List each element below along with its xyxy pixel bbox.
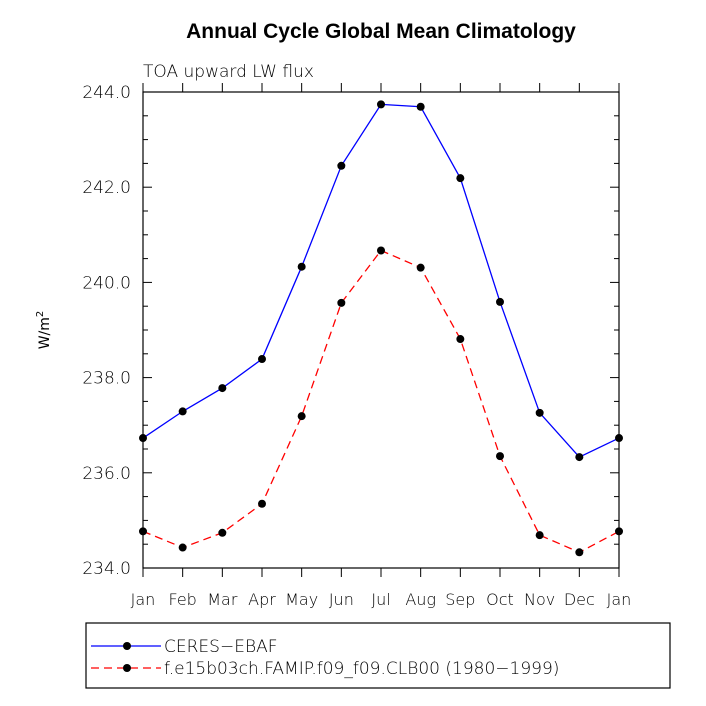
x-tick-label: Jan	[131, 590, 156, 609]
x-tick-label: Aug	[405, 590, 436, 609]
series-2-point	[535, 531, 544, 540]
series-1-point	[297, 262, 306, 271]
x-tick-label: Jul	[371, 590, 390, 609]
series-1-point	[496, 297, 504, 306]
series-2-point	[377, 246, 385, 255]
legend-box	[85, 622, 671, 689]
legend-label-2: f.e15b03ch.FAMIP.f09_f09.CLB00 (1980−199…	[164, 659, 559, 679]
x-tick-label: Dec	[564, 590, 595, 609]
series-2-point	[178, 543, 187, 552]
legend-marker-1	[123, 642, 131, 650]
legend-label-1: CERES−EBAF	[164, 637, 277, 657]
x-tick-label: Sep	[445, 590, 475, 609]
series-1-point	[218, 384, 227, 393]
series-2-point	[615, 527, 623, 536]
chart-subtitle: TOA upward LW flux	[143, 62, 314, 82]
legend: CERES−EBAFf.e15b03ch.FAMIP.f09_f09.CLB00…	[91, 637, 559, 679]
series-1-point	[535, 408, 544, 417]
plot-frame	[142, 91, 620, 569]
series-2-point	[218, 528, 227, 537]
y-axis-label: W/m2	[35, 311, 53, 350]
y-axis: 234.0 236.0 238.0 240.0 242.0 244.0	[82, 83, 619, 579]
series-line-2	[142, 249, 620, 554]
series-1-point	[456, 174, 465, 183]
series-1-point	[575, 453, 584, 462]
series-layer	[139, 100, 623, 557]
series-1-point	[139, 434, 147, 443]
y-tick-label: 244.0	[82, 83, 131, 103]
y-tick-label: 240.0	[82, 273, 131, 293]
y-tick-label: 238.0	[82, 369, 131, 389]
series-1-point	[416, 102, 425, 111]
x-tick-label: Feb	[169, 590, 197, 609]
series-1-point	[377, 100, 385, 109]
legend-marker-2	[123, 664, 131, 672]
x-tick-label: Nov	[524, 590, 555, 609]
x-tick-label: Oct	[486, 590, 514, 609]
series-1-point	[615, 434, 623, 443]
x-tick-label: Apr	[248, 590, 276, 609]
series-2-point	[496, 452, 504, 461]
series-1-point	[337, 161, 346, 170]
series-2-point	[258, 499, 266, 508]
series-2-point	[456, 335, 465, 344]
x-tick-label: May	[285, 590, 318, 609]
series-2-point	[416, 263, 425, 272]
x-tick-label: Jun	[329, 590, 354, 609]
y-tick-label: 236.0	[82, 464, 131, 484]
series-line-1	[142, 103, 620, 458]
x-tick-label: Mar	[207, 590, 238, 609]
series-2-point	[575, 548, 584, 557]
series-1-point	[258, 355, 266, 364]
y-axis-label-text: W/m	[37, 317, 53, 349]
series-1-point	[178, 407, 187, 416]
series-2-point	[297, 412, 306, 421]
chart-title: Annual Cycle Global Mean Climatology	[186, 20, 576, 43]
y-axis-label-superscript: 2	[35, 311, 46, 317]
x-tick-label: Jan	[607, 590, 632, 609]
x-axis: Jan Feb Mar Apr May Jun Jul Aug Sep Oct Nov Dec Jan	[131, 83, 632, 609]
y-tick-label: 234.0	[82, 559, 131, 579]
series-2-point	[337, 298, 346, 307]
series-2-point	[139, 527, 147, 536]
y-tick-label: 242.0	[82, 178, 131, 198]
